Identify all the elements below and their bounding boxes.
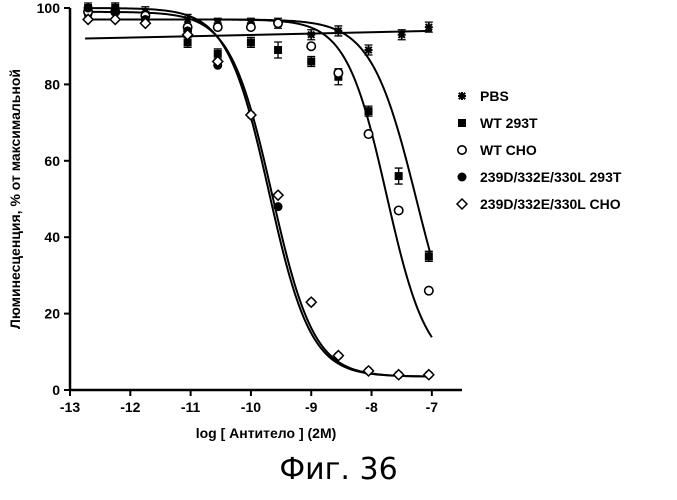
y-tick-label: 20 [44, 306, 60, 322]
data-point [333, 67, 344, 78]
data-point [273, 202, 283, 212]
error-bars [84, 2, 433, 262]
data-point [183, 15, 192, 24]
data-point [274, 46, 283, 55]
data-point [82, 13, 95, 26]
fit-curve [85, 10, 432, 378]
y-tick-label: 80 [44, 76, 60, 92]
data-point [273, 18, 284, 29]
data-point [245, 22, 256, 33]
data-point [244, 108, 257, 122]
data-point [397, 30, 406, 39]
data-point [212, 22, 223, 33]
y-tick-label: 60 [44, 153, 60, 169]
legend-label: WT CHO [480, 142, 537, 158]
x-tick-label: -12 [120, 399, 140, 415]
x-tick-label: -10 [241, 399, 261, 415]
fit-curve [85, 18, 433, 338]
data-point [139, 17, 152, 30]
data-point [394, 172, 403, 181]
data-point [424, 252, 433, 261]
data-point [307, 57, 316, 66]
legend-label: WT 293T [480, 115, 538, 131]
data-point [110, 7, 120, 17]
legend-marker [457, 172, 467, 182]
data-point [272, 189, 285, 202]
data-point [393, 205, 404, 216]
x-tick-label: -11 [181, 399, 201, 415]
x-tick-label: -7 [426, 399, 439, 415]
fit-curve [85, 29, 432, 40]
data-point [211, 55, 224, 68]
legend-marker [458, 92, 466, 100]
y-tick-label: 100 [37, 0, 61, 16]
figure-caption: Фиг. 36 [279, 452, 398, 487]
fit-curve [85, 7, 432, 378]
legend-label: 239D/332E/330L 293T [480, 169, 622, 185]
data-point [213, 49, 222, 58]
data-point [424, 23, 433, 32]
legend-label: 239D/332E/330L CHO [480, 196, 621, 212]
chart: -13 -12 -11 -10 -9 -8 -7 0 20 40 60 80 100 PBS WT 293… [7, 0, 622, 441]
x-axis-title: log [ Антитело ] (2M) [196, 425, 337, 441]
data-point [332, 349, 345, 362]
y-tick-label: 40 [44, 229, 60, 245]
data-point [364, 46, 373, 55]
data-point [392, 368, 405, 381]
legend-marker [456, 145, 467, 156]
data-point [423, 285, 434, 296]
x-tick-label: -9 [305, 399, 318, 415]
data-point [364, 107, 373, 116]
data-point [422, 368, 435, 381]
data-point [109, 13, 122, 26]
data-point [183, 38, 192, 47]
data-point [307, 30, 316, 39]
x-tick-label: -8 [365, 399, 378, 415]
legend-label: PBS [480, 88, 509, 104]
axes: -13 -12 -11 -10 -9 -8 -7 0 20 40 60 80 100 [37, 0, 462, 415]
legend-marker [455, 197, 469, 211]
legend-marker [458, 119, 466, 127]
data-point [334, 26, 343, 35]
x-tick-label: -13 [60, 399, 80, 415]
legend: PBS WT 293T WT CHO 239D/332E/330L 293T 239D/… [455, 88, 622, 212]
data-points [82, 3, 435, 381]
y-axis-title: Люминесценция, % от максимальной [7, 69, 23, 329]
data-point [363, 129, 374, 140]
data-point [181, 28, 194, 41]
data-point [246, 38, 255, 47]
y-tick-label: 0 [52, 382, 60, 398]
data-point [83, 3, 93, 13]
data-point [305, 296, 318, 309]
fit-curves [85, 7, 433, 378]
data-point [362, 364, 375, 377]
data-point [306, 41, 317, 52]
